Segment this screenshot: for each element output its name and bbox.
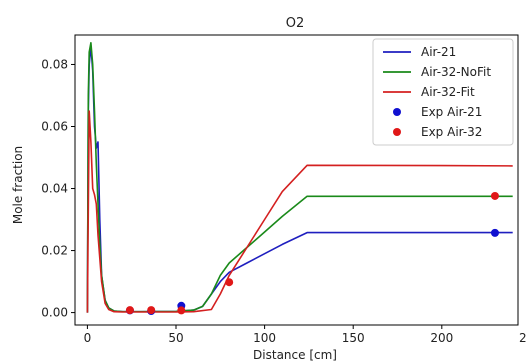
legend-label: Exp Air-21 [421, 105, 482, 119]
x-tick-label: 100 [253, 331, 276, 345]
legend-label: Air-32-Fit [421, 85, 475, 99]
legend-swatch [393, 108, 401, 116]
legend-box [372, 38, 514, 146]
legend-swatch [393, 128, 401, 136]
x-tick-label: 0 [84, 331, 92, 345]
y-axis-label: Mole fraction [11, 146, 25, 224]
x-tick-label: 250 [519, 331, 527, 345]
data-point-exp-air-32 [177, 306, 186, 315]
legend-label: Exp Air-32 [421, 125, 482, 139]
data-point-exp-air-32 [147, 306, 156, 315]
chart-title: O2 [286, 16, 305, 31]
x-tick-label: 150 [342, 331, 365, 345]
x-tick-label: 50 [168, 331, 183, 345]
legend-label: Air-32-NoFit [421, 65, 491, 79]
data-point-exp-air-32 [225, 278, 234, 287]
axis-ticks: 0 50 100 150 200 250 0.00 0.02 0.04 0.06 0.08 [41, 57, 527, 345]
plot-frame [74, 34, 519, 326]
data-point-exp-air-32 [490, 191, 499, 200]
x-axis-label: Distance [cm] [253, 348, 337, 362]
data-point-exp-air-21 [490, 228, 499, 237]
x-tick-label: 200 [430, 331, 453, 345]
y-tick-label: 0.06 [41, 119, 68, 133]
legend: Air-21 Air-32-NoFit Air-32-Fit Exp Air-21 Ex… [372, 38, 514, 146]
y-tick-label: 0.00 [41, 306, 68, 320]
y-tick-label: 0.04 [41, 182, 68, 196]
y-tick-label: 0.02 [41, 244, 68, 258]
plot-area [74, 34, 519, 326]
data-point-exp-air-32 [125, 306, 134, 315]
legend-label: Air-21 [421, 45, 456, 59]
y-tick-label: 0.08 [41, 57, 68, 71]
